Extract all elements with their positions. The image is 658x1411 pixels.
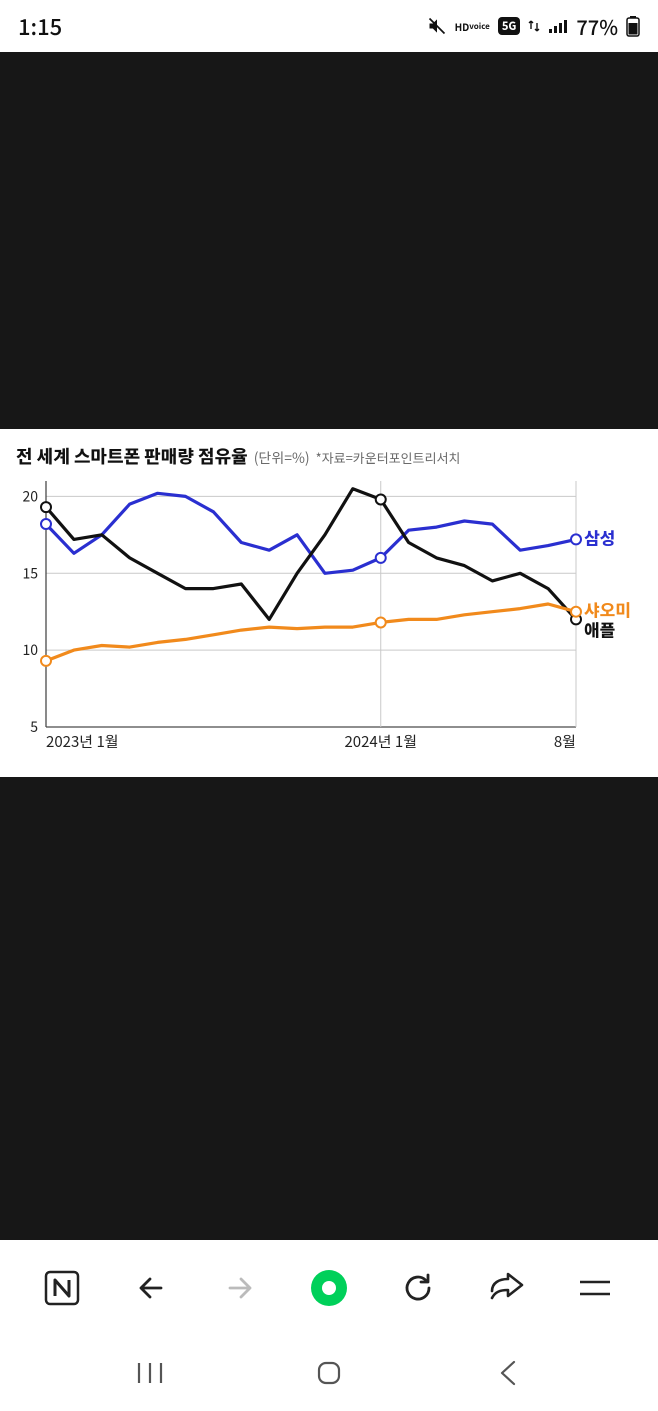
x-tick-label: 8월 [554, 731, 576, 752]
browser-nav-bar [0, 1240, 658, 1335]
marker-apple [376, 494, 386, 504]
mute-icon [427, 16, 447, 36]
status-time: 1:15 [18, 10, 62, 42]
chart-svg: 51015202023년 1월2024년 1월8월삼성샤오미애플 [10, 475, 648, 757]
x-tick-label: 2024년 1월 [344, 731, 417, 752]
chart-panel: 전 세계 스마트폰 판매량 점유율 (단위=%) *자료=카운터포인트리서치 5… [0, 429, 658, 777]
fiveg-icon: 5G [498, 17, 521, 35]
chart-plot: 51015202023년 1월2024년 1월8월삼성샤오미애플 [10, 475, 648, 757]
marker-xiaomi [376, 617, 386, 627]
forward-button[interactable] [212, 1260, 268, 1316]
updown-icon [528, 18, 540, 34]
recents-button[interactable] [120, 1353, 180, 1393]
system-nav-bar [0, 1335, 658, 1411]
chart-unit: (단위=%) [254, 448, 310, 468]
marker-samsung [41, 519, 51, 529]
marker-samsung [376, 553, 386, 563]
status-bar: 1:15 HDvoice 5G 77% [0, 0, 658, 52]
back-button[interactable] [123, 1260, 179, 1316]
refresh-button[interactable] [390, 1260, 446, 1316]
legend-apple: 애플 [584, 617, 615, 642]
home-system-button[interactable] [299, 1353, 359, 1393]
menu-button[interactable] [567, 1260, 623, 1316]
back-system-button[interactable] [478, 1353, 538, 1393]
signal-icon [548, 18, 568, 34]
x-tick-label: 2023년 1월 [46, 731, 119, 752]
marker-xiaomi [41, 656, 51, 666]
legend-samsung: 삼성 [584, 524, 615, 549]
status-icons: HDvoice 5G 77% [427, 12, 640, 41]
share-button[interactable] [479, 1260, 535, 1316]
marker-apple [41, 502, 51, 512]
chart-source: *자료=카운터포인트리서치 [316, 448, 461, 467]
battery-percent: 77% [576, 12, 618, 41]
naver-logo-button[interactable] [34, 1260, 90, 1316]
home-button[interactable] [301, 1260, 357, 1316]
y-tick-label: 20 [22, 486, 38, 506]
y-tick-label: 10 [22, 640, 38, 660]
battery-icon [626, 15, 640, 37]
series-samsung [46, 493, 576, 573]
hd-voice-icon: HDvoice [455, 22, 490, 31]
series-xiaomi [46, 604, 576, 661]
y-tick-label: 15 [22, 563, 38, 583]
marker-samsung [571, 534, 581, 544]
chart-title: 전 세계 스마트폰 판매량 점유율 [16, 443, 248, 469]
marker-xiaomi [571, 607, 581, 617]
content-viewport[interactable]: 전 세계 스마트폰 판매량 점유율 (단위=%) *자료=카운터포인트리서치 5… [0, 52, 658, 1240]
y-tick-label: 5 [30, 717, 38, 737]
